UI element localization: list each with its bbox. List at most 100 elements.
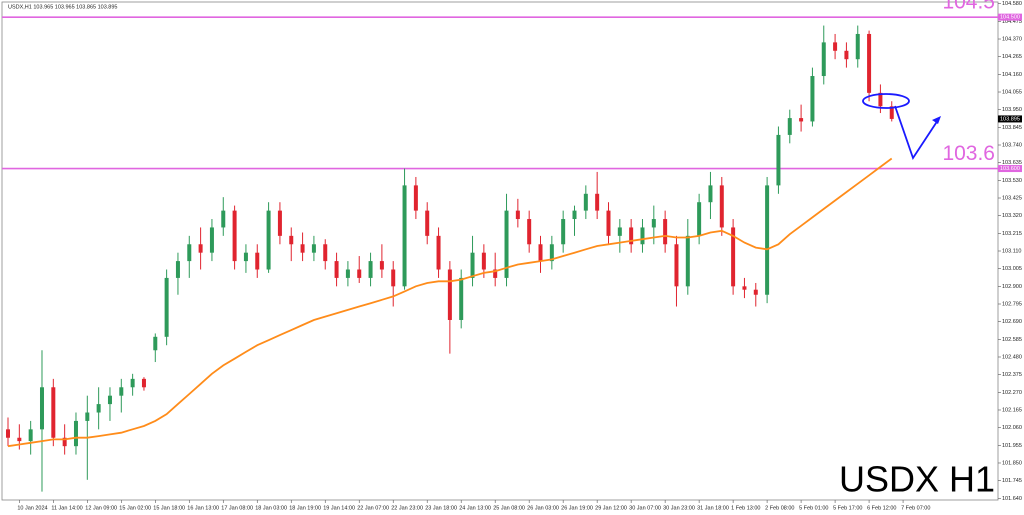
candle-body xyxy=(119,387,124,396)
candle-body xyxy=(651,219,656,228)
chart-title: USDX,H1 103.965 103.965 103.865 103.895 xyxy=(8,4,117,10)
candle-body xyxy=(515,210,520,220)
candle-body xyxy=(470,252,475,278)
level-label: 104.5 xyxy=(942,0,995,14)
y-tick-label: 104.475 xyxy=(1002,19,1022,25)
candle-body xyxy=(527,219,532,245)
plot-frame xyxy=(1,1,999,501)
x-tick-label: 10 Jan 2024 xyxy=(17,505,47,511)
x-tick-label: 18 Jan 19:00 xyxy=(289,505,321,511)
level-axis-box xyxy=(998,165,1022,173)
candle-body xyxy=(28,429,33,442)
candle-body xyxy=(504,210,509,278)
level-label: 103.6 xyxy=(942,142,995,165)
candle-body xyxy=(572,210,577,220)
candle-body xyxy=(481,252,486,270)
arrow-head xyxy=(932,116,941,124)
candle-body xyxy=(51,387,56,438)
candle-body xyxy=(867,33,872,93)
candle-body xyxy=(187,244,192,262)
y-tick-label: 103.005 xyxy=(1002,266,1022,272)
level-axis-box xyxy=(998,13,1022,21)
y-tick-label: 103.215 xyxy=(1002,231,1022,237)
moving-average xyxy=(7,157,893,448)
y-tick-label: 103.950 xyxy=(1002,107,1022,113)
candle-body xyxy=(300,244,305,253)
candle-body xyxy=(810,76,815,122)
candle-body xyxy=(255,252,260,270)
candle-body xyxy=(345,269,350,278)
y-tick-label: 102.690 xyxy=(1002,319,1022,325)
candle-body xyxy=(629,227,634,245)
y-tick-label: 101.850 xyxy=(1002,460,1022,466)
x-tick-label: 31 Jan 18:00 xyxy=(697,505,729,511)
y-tick-label: 104.370 xyxy=(1002,36,1022,42)
candle-body xyxy=(153,336,158,351)
x-tick-label: 5 Feb 17:00 xyxy=(833,505,862,511)
candle-body xyxy=(538,244,543,262)
y-tick-label: 104.055 xyxy=(1002,89,1022,95)
y-tick-label: 103.530 xyxy=(1002,178,1022,184)
x-tick-label: 25 Jan 08:00 xyxy=(493,505,525,511)
y-tick-label: 103.635 xyxy=(1002,160,1022,166)
watermark: USDX H1 xyxy=(839,459,995,500)
candle-body xyxy=(425,210,430,236)
candle-body xyxy=(674,244,679,287)
x-tick-label: 5 Feb 01:00 xyxy=(799,505,828,511)
candle-body xyxy=(311,244,316,253)
x-tick-label: 23 Jan 18:00 xyxy=(425,505,457,511)
candle-body xyxy=(17,437,22,442)
candle-body xyxy=(243,252,248,262)
y-tick-label: 102.060 xyxy=(1002,425,1022,431)
candle-body xyxy=(889,106,894,119)
x-tick-label: 22 Jan 07:00 xyxy=(357,505,389,511)
y-tick-label: 102.900 xyxy=(1002,284,1022,290)
candle-body xyxy=(844,50,849,60)
candle-body xyxy=(776,134,781,186)
y-tick-label: 101.955 xyxy=(1002,443,1022,449)
candle-body xyxy=(493,269,498,278)
current-price-label: 103.895 xyxy=(1000,116,1020,122)
candle-body xyxy=(663,219,668,245)
x-tick-label: 15 Jan 02:00 xyxy=(119,505,151,511)
candle-body xyxy=(289,235,294,245)
y-tick-label: 101.640 xyxy=(1002,496,1022,502)
candle-body xyxy=(334,261,339,278)
y-tick-label: 102.375 xyxy=(1002,372,1022,378)
level-axis-label: 103.600 xyxy=(1000,166,1020,172)
x-tick-label: 30 Jan 07:00 xyxy=(629,505,661,511)
candle-body xyxy=(6,429,10,438)
y-tick-label: 103.425 xyxy=(1002,195,1022,201)
candle-body xyxy=(708,185,713,203)
y-tick-label: 102.795 xyxy=(1002,301,1022,307)
candle-body xyxy=(447,269,452,320)
y-tick-label: 104.160 xyxy=(1002,72,1022,78)
candle-body xyxy=(85,412,90,421)
y-tick-label: 104.265 xyxy=(1002,54,1022,60)
candle-body xyxy=(277,210,282,236)
forecast-arrow xyxy=(894,105,939,161)
candle-body xyxy=(73,420,78,447)
x-tick-label: 30 Jan 23:00 xyxy=(663,505,695,511)
candle-body xyxy=(198,244,203,253)
candle-body xyxy=(459,277,464,320)
x-tick-label: 12 Jan 09:00 xyxy=(85,505,117,511)
y-tick-label: 102.270 xyxy=(1002,390,1022,396)
x-tick-label: 2 Feb 08:00 xyxy=(765,505,794,511)
candle-body xyxy=(391,269,396,287)
candle-body xyxy=(357,269,362,278)
y-tick-label: 103.320 xyxy=(1002,213,1022,219)
candle-body xyxy=(799,118,804,122)
x-tick-label: 6 Feb 12:00 xyxy=(867,505,896,511)
y-tick-label: 102.480 xyxy=(1002,354,1022,360)
y-tick-label: 102.165 xyxy=(1002,407,1022,413)
level-axis-label: 104.500 xyxy=(1000,15,1020,21)
candle-body xyxy=(583,193,588,211)
candle-body xyxy=(379,261,384,270)
candle-body xyxy=(731,227,736,287)
candle-body xyxy=(719,185,724,228)
y-tick-label: 102.585 xyxy=(1002,337,1022,343)
y-tick-label: 103.845 xyxy=(1002,125,1022,131)
